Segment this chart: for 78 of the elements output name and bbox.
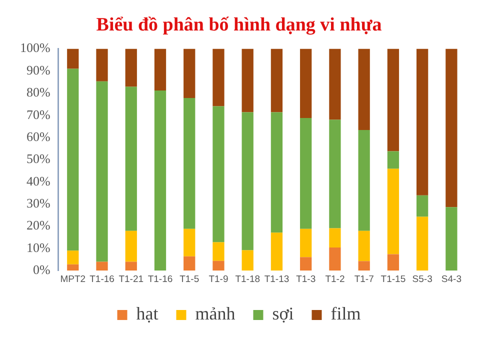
x-tick-label: T1-7 (354, 274, 374, 285)
bar (96, 81, 108, 262)
bar (446, 207, 458, 271)
bar (67, 264, 79, 271)
x-tick-label: T1-21 (118, 274, 144, 285)
bar (212, 48, 224, 106)
bar (387, 168, 400, 254)
x-tick-label: T1-5 (180, 274, 200, 285)
bar (387, 48, 400, 152)
bar (184, 256, 196, 271)
x-tick-label: T1-16 (90, 274, 114, 285)
x-tick-label: S4-3 (441, 274, 462, 285)
bar (446, 48, 458, 208)
bar (300, 48, 312, 118)
y-tick-label: 0% (32, 262, 50, 278)
x-tick-label: T1-2 (325, 274, 345, 285)
y-tick-label: 60% (26, 128, 50, 144)
y-tick-label: 50% (26, 151, 50, 166)
bar (212, 106, 224, 242)
bar (270, 232, 283, 271)
bar (212, 242, 224, 261)
bar (329, 228, 341, 248)
y-tick-label: 80% (26, 84, 50, 100)
bar (358, 130, 370, 231)
x-tick-label: T1-9 (208, 274, 228, 285)
x-tick-label: T1-18 (235, 274, 260, 285)
bar (67, 250, 79, 264)
bar (300, 118, 312, 229)
y-tick-label: 70% (26, 106, 50, 122)
bar (300, 228, 312, 258)
x-tick-label: T1-13 (264, 274, 290, 285)
bar (358, 261, 370, 271)
bar (416, 195, 428, 217)
x-tick-label: T1-3 (296, 274, 316, 285)
bar (184, 98, 196, 229)
bar (96, 48, 108, 82)
bar (184, 48, 196, 98)
x-tick-label: T1-16 (148, 274, 173, 285)
bar (300, 257, 312, 271)
bar (387, 254, 400, 271)
bar (242, 48, 254, 112)
y-tick-label: 40% (26, 173, 50, 188)
y-tick-label: 20% (26, 218, 50, 233)
bar (242, 250, 254, 271)
bar (67, 48, 79, 69)
chart-title: Biểu đồ phân bố hình dạng vi nhựa (96, 14, 382, 36)
bar (125, 48, 137, 87)
bar (67, 68, 79, 251)
bar (96, 262, 108, 271)
bar (329, 48, 341, 120)
bar (329, 248, 341, 271)
x-tick-label: S5-3 (412, 274, 432, 285)
legend-label: sợi (272, 304, 294, 324)
bar (125, 86, 137, 231)
bar (125, 262, 137, 271)
y-tick-label: 30% (26, 195, 50, 210)
bar (154, 48, 166, 90)
bar (387, 151, 400, 169)
x-tick-label: T1-15 (380, 274, 406, 285)
bar (154, 90, 166, 271)
bar (270, 48, 283, 112)
bar (270, 112, 283, 233)
legend-label: hạt (136, 304, 158, 324)
x-tick-label: MPT2 (60, 274, 86, 285)
bar (358, 48, 370, 130)
bar (125, 230, 137, 262)
bar (416, 48, 428, 196)
y-tick-label: 10% (26, 240, 50, 255)
y-tick-label: 90% (26, 62, 50, 78)
bar (242, 112, 254, 250)
bar (416, 216, 428, 271)
bar (212, 260, 224, 271)
y-tick-label: 100% (20, 40, 50, 56)
bar (184, 228, 196, 256)
legend-label: mảnh (195, 304, 236, 324)
bar (329, 120, 341, 228)
bar (358, 230, 370, 262)
legend-label: film (330, 304, 361, 324)
